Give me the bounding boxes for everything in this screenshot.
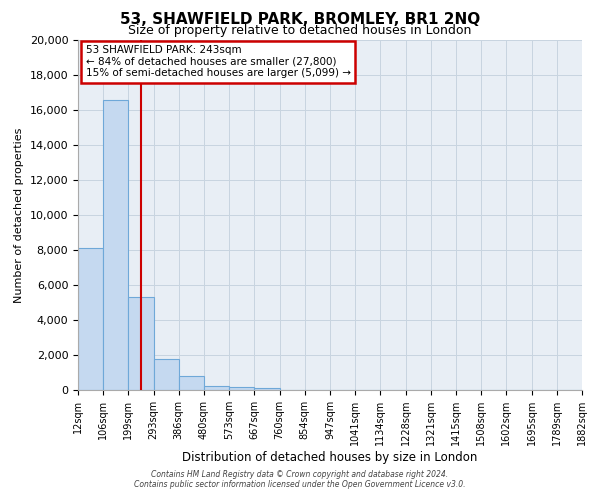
Text: 53, SHAWFIELD PARK, BROMLEY, BR1 2NQ: 53, SHAWFIELD PARK, BROMLEY, BR1 2NQ	[120, 12, 480, 28]
Text: 53 SHAWFIELD PARK: 243sqm
← 84% of detached houses are smaller (27,800)
15% of s: 53 SHAWFIELD PARK: 243sqm ← 84% of detac…	[86, 46, 350, 78]
Bar	[154, 360, 179, 390]
Bar	[128, 297, 154, 390]
X-axis label: Distribution of detached houses by size in London: Distribution of detached houses by size …	[182, 451, 478, 464]
Y-axis label: Number of detached properties: Number of detached properties	[14, 128, 24, 302]
Text: Contains HM Land Registry data © Crown copyright and database right 2024.
Contai: Contains HM Land Registry data © Crown c…	[134, 470, 466, 489]
Text: Size of property relative to detached houses in London: Size of property relative to detached ho…	[128, 24, 472, 37]
Bar	[204, 386, 229, 390]
Bar	[103, 100, 128, 390]
Bar	[254, 388, 280, 390]
Bar	[229, 386, 254, 390]
Bar	[179, 376, 204, 390]
Bar	[78, 248, 103, 390]
